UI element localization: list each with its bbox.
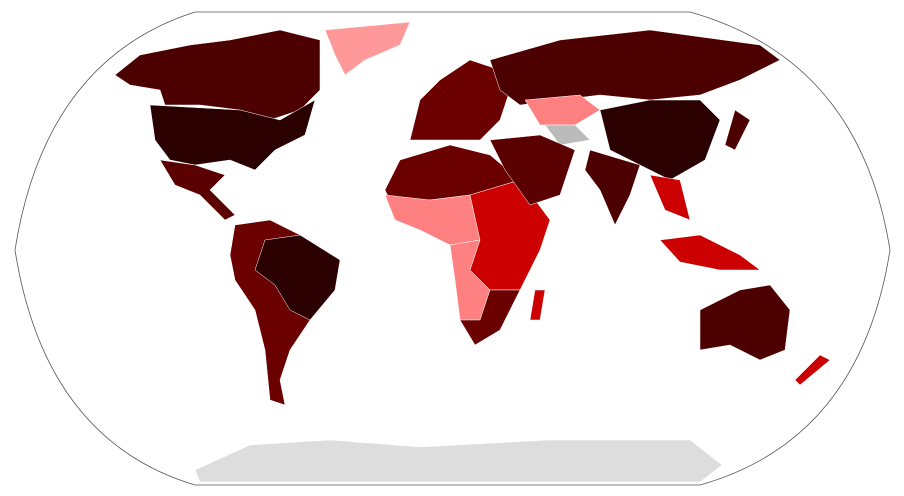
southeast-asia [649,174,691,221]
russia [489,29,781,106]
middle-east [489,134,576,206]
india [584,149,641,226]
brazil [254,234,341,321]
indonesia [659,234,761,271]
japan [724,109,751,151]
greenland [324,21,411,76]
new-zealand [794,354,831,386]
kazakhstan [524,94,601,126]
australia [699,284,791,361]
madagascar [529,289,546,321]
antarctica [194,439,723,483]
africa-south [459,289,521,346]
china [599,99,721,181]
central-asia [544,124,591,146]
usa [149,99,316,171]
central-america [159,159,236,221]
